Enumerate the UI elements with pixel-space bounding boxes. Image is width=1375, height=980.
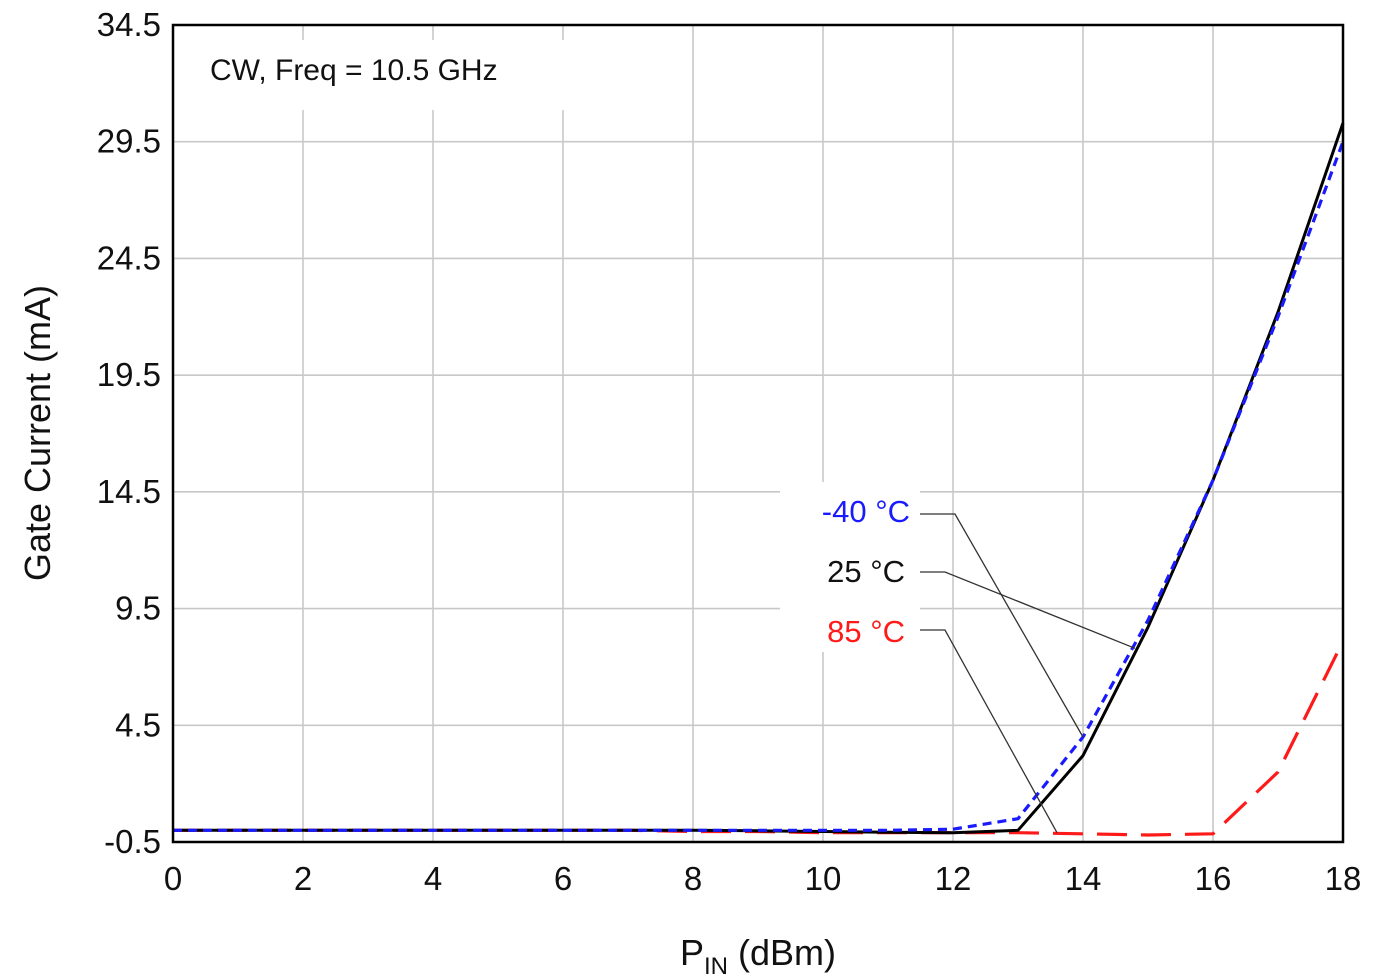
- x-tick-label: 10: [805, 860, 842, 897]
- leader-25: [918, 571, 1136, 649]
- legend-label-minus40: -40 °C: [822, 494, 910, 529]
- tick-labels: 0 2 4 6 8 10 12 14 16 18 -0.5 4.5 9.5 14.5 19.5 24.5 29.…: [97, 6, 1362, 897]
- x-tick-label: 16: [1195, 860, 1232, 897]
- y-axis-title: Gate Current (mA): [17, 285, 58, 581]
- leader-minus40: [918, 513, 1084, 738]
- x-axis-title-sub: IN: [704, 953, 728, 980]
- legend-leaders: [918, 513, 1136, 834]
- x-tick-label: 2: [294, 860, 312, 897]
- chart-annotation: CW, Freq = 10.5 GHz: [210, 54, 498, 87]
- x-tick-label: 8: [684, 860, 702, 897]
- y-tick-label: 4.5: [115, 706, 161, 743]
- legend-label-85: 85 °C: [827, 614, 905, 649]
- x-tick-label: 18: [1325, 860, 1362, 897]
- x-tick-label: 14: [1065, 860, 1102, 897]
- y-tick-label: 9.5: [115, 590, 161, 627]
- x-tick-label: 4: [424, 860, 442, 897]
- annotation-backdrop: [188, 40, 608, 110]
- x-tick-label: 0: [164, 860, 182, 897]
- x-tick-label: 12: [935, 860, 972, 897]
- y-tick-label: 19.5: [97, 356, 161, 393]
- y-tick-label: -0.5: [104, 823, 161, 860]
- series-lines: [173, 122, 1345, 837]
- x-axis-title-unit: (dBm): [728, 932, 836, 973]
- legend-backdrop: [780, 482, 920, 652]
- y-tick-label: 34.5: [97, 6, 161, 43]
- x-axis-title-main: P: [680, 932, 704, 973]
- plot-frame: [171, 23, 1345, 844]
- x-tick-label: 6: [554, 860, 572, 897]
- leader-85: [918, 629, 1058, 834]
- legend-label-25: 25 °C: [827, 554, 905, 589]
- x-axis-title: PIN (dBm): [680, 932, 836, 980]
- series-line-0: [173, 141, 1345, 832]
- y-tick-label: 14.5: [97, 473, 161, 510]
- legend: -40 °C 25 °C 85 °C: [780, 482, 920, 652]
- y-tick-label: 29.5: [97, 123, 161, 160]
- y-tick-label: 24.5: [97, 239, 161, 276]
